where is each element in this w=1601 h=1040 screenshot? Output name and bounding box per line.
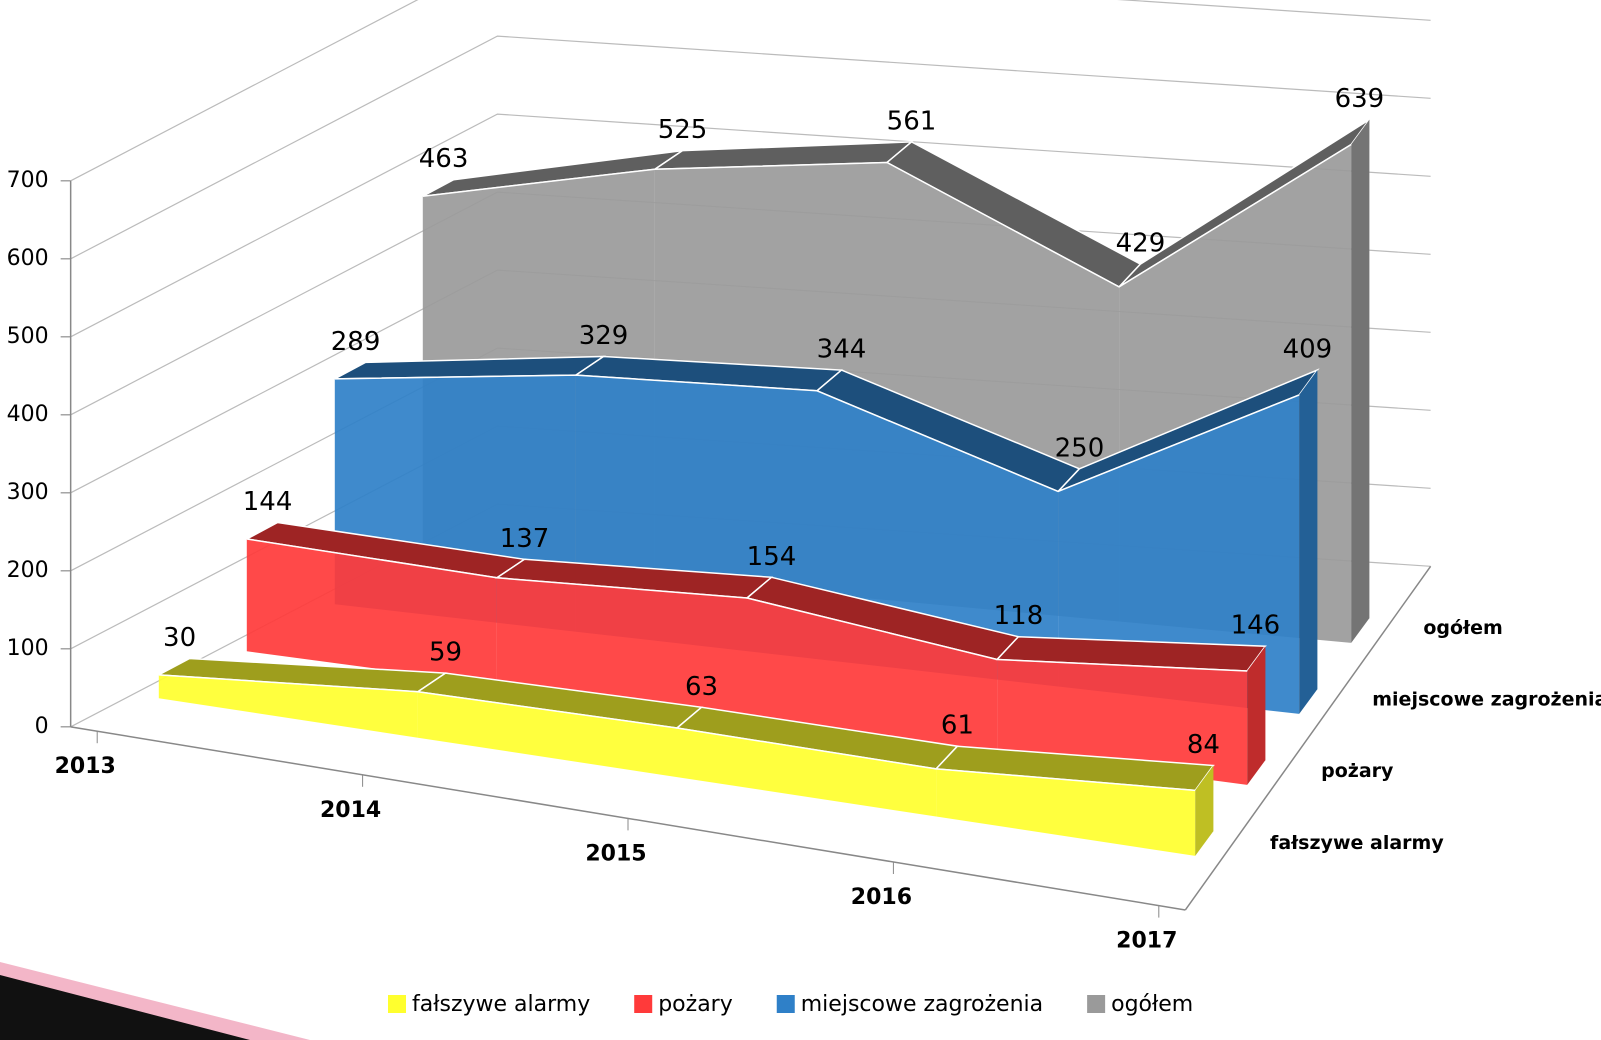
x-tick-label: 2014	[320, 798, 381, 823]
data-label: 639	[1335, 84, 1385, 114]
y-tick-label: 200	[7, 558, 49, 583]
chart: 0 100 200 300 400 500 600 700 2013 2014 2015 2016 2…	[0, 0, 1601, 1040]
legend-label: ogółem	[1111, 992, 1193, 1017]
data-label: 525	[658, 115, 708, 145]
data-label: 137	[500, 524, 550, 554]
data-label: 409	[1283, 335, 1333, 365]
data-label: 84	[1187, 730, 1220, 760]
depth-label: fałszywe alarmy	[1270, 832, 1444, 854]
data-label: 463	[419, 144, 469, 174]
ribbon-side	[1299, 370, 1317, 714]
data-label: 63	[685, 672, 718, 702]
data-label: 344	[817, 335, 867, 365]
depth-label: pożary	[1321, 760, 1394, 782]
data-label: 146	[1231, 611, 1281, 641]
y-tick-label: 0	[35, 714, 49, 739]
y-tick-label: 300	[7, 480, 49, 505]
legend-label: fałszywe alarmy	[412, 992, 590, 1017]
data-label: 154	[747, 542, 797, 572]
data-label: 289	[331, 327, 381, 357]
data-label: 59	[429, 638, 462, 668]
legend-swatch	[388, 995, 406, 1013]
x-tick-label: 2017	[1116, 929, 1177, 954]
depth-label: ogółem	[1423, 617, 1502, 639]
legend-label: miejscowe zagrożenia	[801, 992, 1043, 1017]
decoration	[0, 975, 250, 1040]
x-tick-label: 2015	[585, 841, 646, 866]
legend-swatch	[777, 995, 795, 1013]
data-label: 329	[579, 321, 629, 351]
data-label: 144	[243, 487, 293, 517]
data-label: 118	[994, 601, 1044, 631]
y-tick-label: 400	[7, 402, 49, 427]
y-tick-label: 100	[7, 636, 49, 661]
data-label: 561	[887, 106, 937, 136]
ribbon-side	[1351, 120, 1369, 643]
y-tick-label: 500	[7, 324, 49, 349]
data-label: 30	[163, 623, 196, 653]
depth-label: miejscowe zagrożenia	[1372, 689, 1601, 711]
data-label: 250	[1055, 433, 1105, 463]
y-tick-label: 600	[7, 246, 49, 271]
legend-swatch	[1087, 995, 1105, 1013]
legend-label: pożary	[658, 992, 733, 1017]
y-tick-label: 700	[7, 168, 49, 193]
data-label: 61	[941, 711, 974, 741]
x-tick-label: 2016	[851, 885, 912, 910]
legend: fałszywe alarmy pożary miejscowe zagrożeni…	[388, 992, 1193, 1017]
data-label: 429	[1116, 229, 1166, 259]
legend-swatch	[634, 995, 652, 1013]
x-tick-label: 2013	[55, 754, 116, 779]
